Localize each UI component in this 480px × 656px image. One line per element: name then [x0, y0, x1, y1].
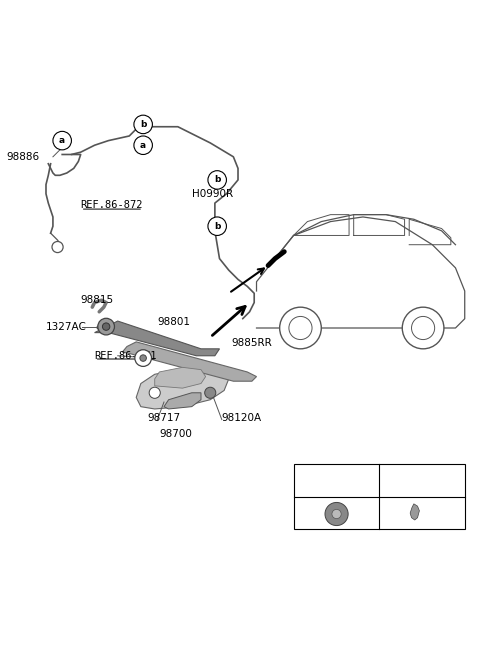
- Text: a: a: [306, 481, 312, 490]
- Text: b: b: [214, 222, 220, 231]
- Polygon shape: [410, 504, 420, 520]
- Text: 81199: 81199: [401, 480, 434, 490]
- Circle shape: [149, 387, 160, 398]
- Text: 98801: 98801: [157, 317, 190, 327]
- Circle shape: [383, 477, 399, 494]
- Text: 1327AC: 1327AC: [46, 321, 87, 332]
- FancyBboxPatch shape: [294, 464, 465, 529]
- Circle shape: [98, 318, 114, 335]
- Circle shape: [135, 350, 152, 367]
- Polygon shape: [136, 367, 229, 409]
- Text: 9885RR: 9885RR: [231, 338, 272, 348]
- Text: b: b: [140, 120, 146, 129]
- Circle shape: [134, 136, 153, 155]
- Polygon shape: [155, 367, 205, 388]
- Text: 98815: 98815: [81, 295, 114, 305]
- Circle shape: [53, 131, 72, 150]
- Circle shape: [140, 355, 146, 361]
- Text: 98940A: 98940A: [319, 480, 359, 490]
- Text: a: a: [59, 136, 65, 145]
- Text: b: b: [387, 481, 394, 490]
- Text: b: b: [214, 175, 220, 184]
- Text: REF.86-872: REF.86-872: [81, 200, 143, 211]
- Text: 98120A: 98120A: [222, 413, 262, 423]
- Text: 98700: 98700: [159, 430, 192, 440]
- Text: 98886: 98886: [6, 152, 39, 162]
- Circle shape: [208, 217, 227, 236]
- Polygon shape: [95, 321, 219, 356]
- Circle shape: [402, 307, 444, 349]
- Circle shape: [411, 316, 435, 340]
- Text: REF.86-871: REF.86-871: [95, 351, 157, 361]
- Circle shape: [300, 477, 317, 494]
- Polygon shape: [164, 393, 201, 409]
- Circle shape: [280, 307, 321, 349]
- Circle shape: [208, 171, 227, 189]
- Circle shape: [204, 387, 216, 398]
- Circle shape: [52, 241, 63, 253]
- Text: 98717: 98717: [148, 413, 181, 423]
- Circle shape: [134, 115, 153, 134]
- Circle shape: [289, 316, 312, 340]
- Polygon shape: [122, 342, 256, 381]
- Circle shape: [332, 509, 341, 519]
- Text: H0990R: H0990R: [192, 189, 233, 199]
- Text: a: a: [140, 141, 146, 150]
- Circle shape: [325, 502, 348, 525]
- Circle shape: [102, 323, 110, 331]
